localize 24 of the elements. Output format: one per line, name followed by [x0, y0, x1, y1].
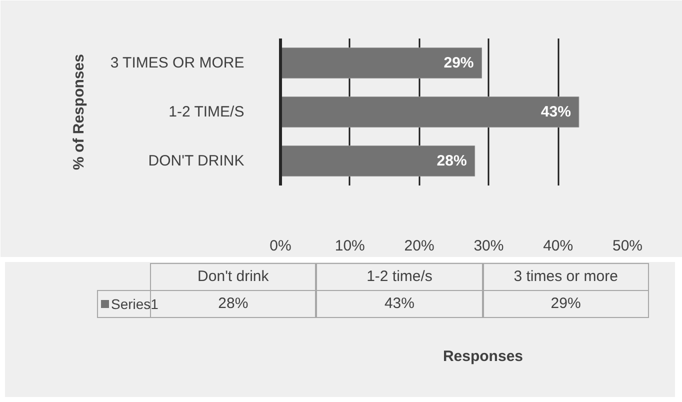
text: 3 times or more	[482, 263, 649, 291]
legend-label: Series1	[110, 295, 158, 314]
data-label: 43%	[540, 104, 571, 120]
bar	[280, 146, 476, 176]
text: 28%	[218, 295, 248, 312]
x-tick-label: 50%	[612, 238, 643, 254]
x-tick-label: 0%	[270, 238, 292, 254]
bar	[280, 96, 580, 128]
x-tick-label: 40%	[543, 238, 574, 254]
data-label: 28%	[436, 152, 467, 170]
y-axis-title: % of Responses	[70, 54, 88, 170]
x-tick-label: 10%	[334, 238, 365, 254]
text: 1-2 time/s	[316, 263, 483, 291]
x-tick-label: 20%	[404, 238, 434, 254]
text: Don't drink	[150, 263, 316, 291]
text: 43%	[384, 295, 414, 312]
data-label: 29%	[444, 54, 474, 72]
bar	[280, 48, 482, 78]
x-tick-label: 30%	[474, 238, 504, 254]
y-tick-label: 3 TIMES OR MORE	[110, 54, 244, 72]
y-tick-label: 1-2 TIME/S	[168, 104, 244, 120]
text: 29%	[550, 295, 581, 312]
y-tick-label: DON'T DRINK	[148, 152, 244, 170]
text: Responses	[442, 347, 524, 368]
